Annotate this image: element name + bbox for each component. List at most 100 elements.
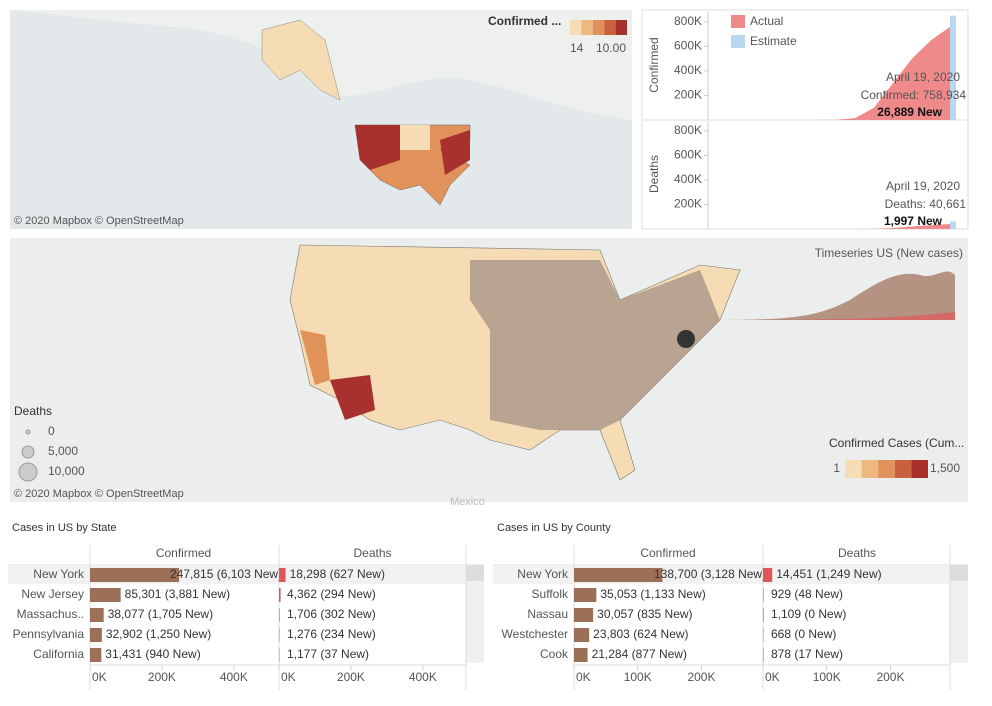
deaths-bar (763, 608, 764, 622)
row-name: Nassau (527, 607, 568, 621)
x-tick-label: 100K (813, 670, 841, 684)
confirmed-label: 247,815 (6,103 New) (170, 567, 282, 581)
legend-swatch (894, 460, 912, 478)
place-label: Mexico (450, 496, 485, 508)
legend-title: Confirmed ... (488, 14, 561, 28)
confirmed-label: 85,301 (3,881 New) (125, 587, 230, 601)
confirmed-bar (90, 628, 102, 642)
size-legend-circle (25, 429, 31, 435)
deaths-bar (763, 588, 764, 602)
deaths-bar (763, 568, 773, 582)
timeseries-area (720, 271, 955, 320)
y-tick-label: 800K (674, 123, 702, 137)
x-tick-label: 0K (765, 670, 780, 684)
estimate-bar (950, 15, 956, 121)
row-name: New York (33, 567, 85, 581)
deaths-label: 929 (48 New) (771, 587, 843, 601)
legend-swatch (604, 20, 616, 35)
confirmed-label: 38,077 (1,705 New) (108, 607, 213, 621)
row-name: Westchester (502, 627, 568, 641)
tooltip-date: April 19, 2020 (886, 179, 960, 193)
row-name: New York (517, 567, 569, 581)
deaths-bar (279, 568, 286, 582)
column-header: Confirmed (640, 546, 695, 560)
legend-swatch (570, 20, 582, 35)
actual-area (722, 224, 950, 229)
confirmed-label: 32,902 (1,250 New) (106, 627, 211, 641)
county (330, 375, 375, 420)
tooltip-total: Deaths: 40,661 (885, 197, 967, 211)
estimate-bar (950, 221, 956, 229)
tooltip-date: April 19, 2020 (886, 70, 960, 84)
y-tick-label: 600K (674, 148, 702, 162)
y-tick-label: 400K (674, 63, 702, 77)
confirmed-bar (90, 588, 121, 602)
color-legend-title: Confirmed Cases (Cum... (829, 436, 964, 450)
y-tick-label: 600K (674, 39, 702, 53)
column-header: Confirmed (156, 546, 211, 560)
confirmed-label: 31,431 (940 New) (105, 647, 200, 661)
tooltip-new: 1,997 New (884, 214, 943, 228)
x-tick-label: 200K (148, 670, 176, 684)
size-legend-label: 10,000 (48, 464, 85, 478)
row-name: Suffolk (532, 587, 569, 601)
scrollbar (950, 565, 968, 663)
scrollbar (466, 565, 484, 663)
deaths-label: 18,298 (627 New) (290, 567, 385, 581)
y-tick-label: 800K (674, 14, 702, 28)
deaths-label: 1,276 (234 New) (287, 627, 376, 641)
confirmed-bar (574, 608, 594, 622)
column-header: Deaths (838, 546, 876, 560)
size-legend-label: 5,000 (48, 444, 78, 458)
y-tick-label: 200K (674, 197, 702, 211)
x-tick-label: 200K (337, 670, 365, 684)
axis-label: Confirmed (647, 37, 661, 92)
confirmed-bar (574, 648, 588, 662)
x-tick-label: 100K (624, 670, 652, 684)
deaths-label: 4,362 (294 New) (287, 587, 376, 601)
confirmed-bar (574, 568, 663, 582)
y-tick-label: 400K (674, 172, 702, 186)
confirmed-bar (90, 568, 180, 582)
confirmed-bar (90, 608, 104, 622)
deaths-bar (763, 648, 764, 662)
confirmed-bar (90, 648, 102, 662)
legend-swatch (878, 460, 895, 478)
x-tick-label: 0K (92, 670, 107, 684)
color-legend-min: 1 (833, 461, 840, 475)
table-title: Cases in US by State (12, 522, 117, 534)
scrollbar-thumb (950, 565, 968, 581)
color-legend-max: 1,500 (930, 461, 960, 475)
us-states (355, 125, 400, 170)
x-tick-label: 400K (220, 670, 248, 684)
confirmed-bar (574, 628, 590, 642)
confirmed-label: 23,803 (624 New) (593, 627, 688, 641)
legend-label: Estimate (750, 34, 797, 48)
attribution: © 2020 Mapbox © OpenStreetMap (14, 215, 184, 227)
deaths-bar (279, 588, 281, 602)
legend-label: Actual (750, 14, 783, 28)
confirmed-label: 35,053 (1,133 New) (600, 587, 705, 601)
actual-area (722, 26, 950, 120)
row-name: Cook (540, 647, 569, 661)
us-states (400, 125, 430, 150)
size-legend-label: 0 (48, 424, 55, 438)
axis-label: Deaths (647, 155, 661, 193)
deaths-bar (279, 608, 280, 622)
legend-max: 10.00 (596, 41, 626, 55)
legend-swatch (731, 35, 745, 48)
deaths-label: 1,706 (302 New) (287, 607, 376, 621)
row-name: Pennsylvania (13, 627, 85, 641)
size-legend-title: Deaths (14, 404, 52, 418)
legend-swatch (911, 460, 928, 478)
confirmed-label: 138,700 (3,128 New) (654, 567, 766, 581)
row-name: New Jersey (21, 587, 84, 601)
deaths-label: 878 (17 New) (771, 647, 843, 661)
deaths-label: 668 (0 New) (771, 627, 836, 641)
deaths-label: 1,177 (37 New) (287, 647, 369, 661)
tooltip-total: Confirmed: 758,934 (861, 88, 967, 102)
us-states (440, 130, 470, 175)
row-name: Massachus.. (17, 607, 84, 621)
x-tick-label: 0K (576, 670, 591, 684)
